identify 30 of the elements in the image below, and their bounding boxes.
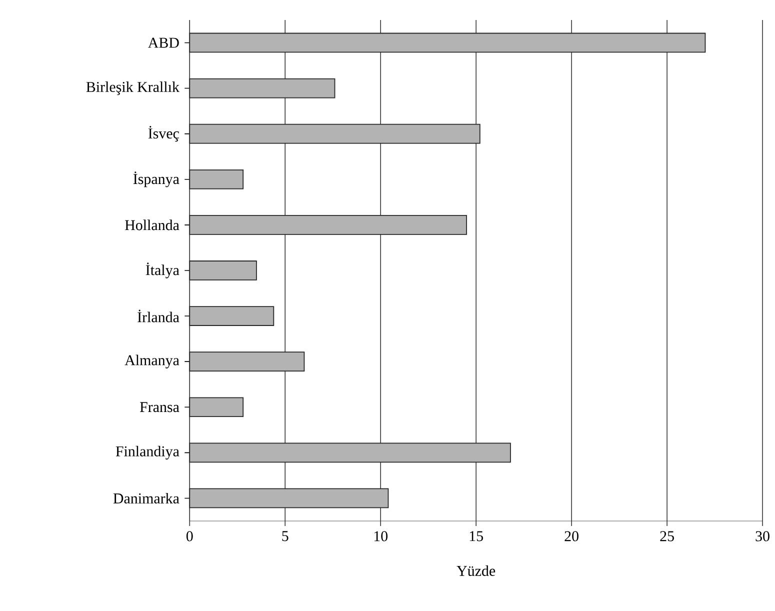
x-tick-label: 10 [374,531,388,542]
y-tick-label: İtalya [146,262,180,278]
x-tick-label: 0 [186,531,193,542]
bar [189,442,511,463]
y-tick-label: Birleşik Krallık [86,82,180,96]
y-tick-label: Hollanda [125,220,180,230]
x-tick-label: 25 [660,531,674,542]
x-tick-label: 20 [564,531,578,542]
y-tick-label: Fransa [140,402,180,412]
y-tick-label: Almanya [124,354,180,368]
x-tick-label: 5 [282,531,288,542]
bar [189,488,389,508]
bar [189,260,257,281]
bar [189,306,274,326]
y-tick-label: İrlanda [138,310,180,322]
y-tick-label: İspanya [133,172,180,188]
y-tick-label: Finlandiya [116,446,180,460]
x-tick-label: 30 [756,531,770,542]
y-tick-label: ABD [148,38,179,48]
x-tick-label: 15 [470,531,483,542]
x-axis-title: Yüzde [456,566,496,576]
bar [189,170,244,190]
y-tick-label: İsveç [148,126,179,142]
bar [189,124,480,144]
bar [189,215,467,235]
bar [189,352,305,372]
bar [189,32,706,53]
bar [189,78,336,98]
bar [189,397,244,418]
y-tick-label: Danimarka [113,493,180,504]
